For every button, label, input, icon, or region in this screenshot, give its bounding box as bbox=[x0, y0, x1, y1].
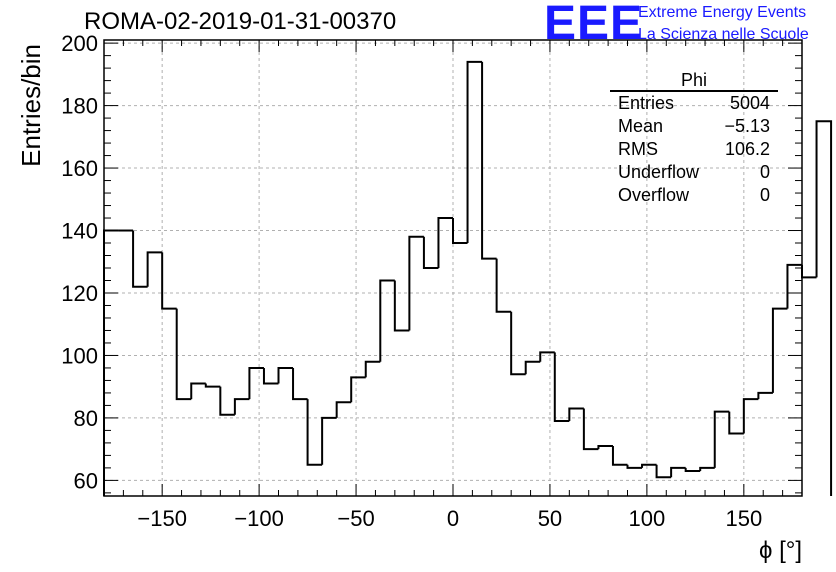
histogram-bin bbox=[146, 251, 163, 287]
histogram-bin bbox=[161, 252, 177, 310]
histogram-bin bbox=[262, 367, 279, 385]
y-tick-label: 60 bbox=[74, 468, 98, 493]
eee-logo-mark: EEE bbox=[544, 0, 644, 50]
y-axis-label: Entries/bin bbox=[16, 44, 46, 167]
histogram-bin bbox=[248, 366, 264, 400]
histogram-bin bbox=[132, 230, 148, 288]
histogram-bin bbox=[422, 236, 439, 269]
stats-label: Mean bbox=[618, 116, 664, 136]
histogram-bin bbox=[190, 382, 206, 400]
x-tick-label: 50 bbox=[538, 506, 562, 531]
y-tick-label: 180 bbox=[61, 94, 98, 119]
histogram-bin bbox=[670, 466, 686, 478]
histogram-bin bbox=[277, 366, 294, 384]
histogram-bin bbox=[335, 401, 352, 418]
y-tick-label: 160 bbox=[61, 156, 98, 181]
histogram-bin bbox=[233, 398, 250, 415]
x-tick-label: 100 bbox=[629, 506, 666, 531]
histogram-bin bbox=[321, 416, 337, 465]
histogram-bin bbox=[713, 410, 730, 468]
histogram-bin bbox=[786, 263, 802, 309]
histogram-bin bbox=[175, 308, 192, 401]
y-tick-label: 140 bbox=[61, 219, 98, 244]
stats-value: 106.2 bbox=[724, 139, 770, 159]
x-tick-label: 0 bbox=[447, 506, 459, 531]
histogram-bin bbox=[684, 467, 701, 473]
histogram-bin bbox=[408, 235, 424, 331]
histogram-bin bbox=[655, 464, 672, 479]
histogram-bin bbox=[641, 463, 657, 468]
histogram-bin bbox=[742, 398, 759, 434]
axes: −150 −100 −50 0 50 100 150 60 80 100 120 140 160 180 2… bbox=[61, 31, 803, 531]
histogram-bin bbox=[510, 311, 526, 376]
histogram-bin bbox=[582, 408, 599, 451]
histogram-bin bbox=[495, 258, 512, 313]
histogram-bin bbox=[611, 446, 628, 466]
logo-caption-line2: La Scienza nelle Scuole bbox=[638, 26, 809, 43]
histogram-bin bbox=[292, 367, 308, 401]
run-title: ROMA-02-2019-01-31-00370 bbox=[84, 8, 397, 35]
histogram-bin bbox=[757, 391, 773, 400]
eee-logo: EEE Extreme Energy Events La Scienza nel… bbox=[544, 0, 836, 50]
histogram-bin bbox=[568, 407, 584, 422]
stats-label: Overflow bbox=[618, 185, 690, 205]
y-tick-label: 80 bbox=[74, 406, 98, 431]
stats-label: RMS bbox=[618, 139, 658, 159]
histogram-bin bbox=[393, 280, 410, 332]
histogram-bin bbox=[103, 229, 119, 496]
stats-value: −5.13 bbox=[724, 116, 770, 136]
histogram-bin bbox=[364, 360, 381, 378]
stats-row-mean: Mean −5.13 bbox=[610, 115, 778, 138]
x-tick-label: 150 bbox=[725, 506, 762, 531]
stats-title: Phi bbox=[610, 70, 778, 92]
stats-row-underflow: Underflow 0 bbox=[610, 161, 778, 184]
stats-value: 0 bbox=[759, 185, 770, 205]
histogram-bin bbox=[815, 120, 833, 496]
logo-caption-line1: Extreme Energy Events bbox=[638, 4, 807, 21]
histogram-bin bbox=[539, 351, 555, 362]
histogram-bin bbox=[452, 218, 468, 245]
x-axis-label: ϕ [°] bbox=[759, 537, 802, 564]
y-tick-label: 120 bbox=[61, 281, 98, 306]
histogram-bin bbox=[481, 61, 497, 260]
stats-value: 0 bbox=[759, 162, 770, 182]
stats-row-entries: Entries 5004 bbox=[610, 92, 778, 115]
histogram-bin bbox=[350, 376, 366, 403]
histogram-bin bbox=[437, 217, 453, 268]
histogram-bin bbox=[626, 464, 643, 469]
histogram-bin bbox=[379, 279, 395, 362]
histogram-bin bbox=[728, 411, 744, 435]
histogram-bin bbox=[553, 352, 570, 423]
histogram-bin bbox=[204, 383, 221, 388]
stats-value: 5004 bbox=[729, 93, 770, 113]
histogram-bin bbox=[524, 360, 541, 375]
histogram-bin bbox=[466, 60, 483, 244]
histogram-bin bbox=[801, 264, 817, 279]
histogram-bin bbox=[306, 399, 323, 466]
x-tick-label: −150 bbox=[137, 506, 187, 531]
histogram-bin bbox=[597, 445, 613, 450]
y-tick-label: 100 bbox=[61, 343, 98, 368]
x-tick-label: −50 bbox=[337, 506, 374, 531]
stats-row-rms: RMS 106.2 bbox=[610, 138, 778, 161]
stats-label: Underflow bbox=[618, 162, 700, 182]
stats-row-overflow: Overflow 0 bbox=[610, 184, 778, 207]
x-tick-label: −100 bbox=[234, 506, 284, 531]
histogram-bin bbox=[219, 386, 235, 416]
stats-box: Phi Entries 5004 Mean −5.13 RMS 106.2 Un… bbox=[610, 70, 778, 207]
stats-label: Entries bbox=[618, 93, 675, 113]
y-tick-label: 200 bbox=[61, 31, 98, 56]
histogram-bin bbox=[699, 466, 715, 472]
histogram-bin bbox=[771, 307, 788, 393]
